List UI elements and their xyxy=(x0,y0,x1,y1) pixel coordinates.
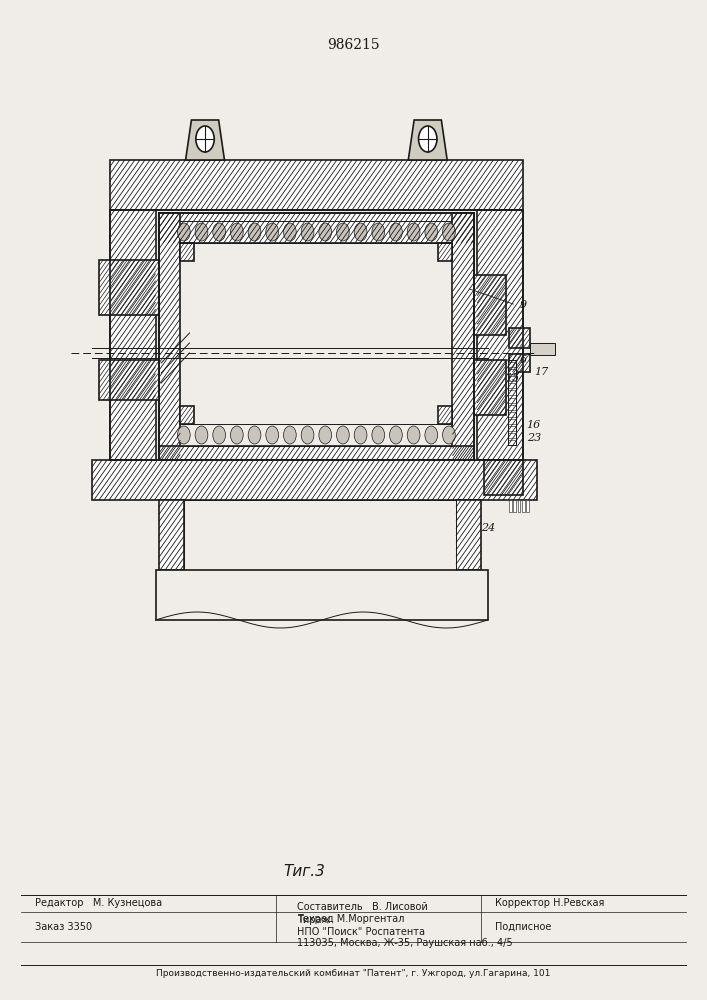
Circle shape xyxy=(354,223,367,241)
Circle shape xyxy=(372,426,385,444)
Bar xyxy=(509,500,512,512)
Text: 15: 15 xyxy=(506,373,520,383)
Circle shape xyxy=(407,426,420,444)
Bar xyxy=(518,500,520,512)
Text: Производственно-издательский комбинат "Патент", г. Ужгород, ул.Гагарина, 101: Производственно-издательский комбинат "П… xyxy=(156,969,551,978)
Bar xyxy=(156,570,488,620)
Bar xyxy=(508,383,516,388)
Bar xyxy=(180,406,194,424)
Text: 6: 6 xyxy=(520,355,527,365)
Bar xyxy=(508,419,516,424)
Circle shape xyxy=(407,223,420,241)
Circle shape xyxy=(230,426,243,444)
Bar xyxy=(508,362,516,367)
Circle shape xyxy=(284,223,296,241)
Circle shape xyxy=(354,426,367,444)
Bar xyxy=(508,440,516,445)
Text: 986215: 986215 xyxy=(327,38,380,52)
Circle shape xyxy=(195,426,208,444)
Circle shape xyxy=(425,426,438,444)
Bar xyxy=(508,405,516,410)
Circle shape xyxy=(196,126,214,152)
Circle shape xyxy=(319,426,332,444)
Circle shape xyxy=(372,223,385,241)
Bar xyxy=(110,210,156,460)
Text: Τиг.3: Τиг.3 xyxy=(283,864,325,880)
Bar xyxy=(526,500,529,512)
Bar xyxy=(477,210,523,460)
Circle shape xyxy=(248,426,261,444)
Circle shape xyxy=(213,426,226,444)
Circle shape xyxy=(284,426,296,444)
Text: Составитель   В. Лисовой
Техред М.Моргентал: Составитель В. Лисовой Техред М.Моргента… xyxy=(297,902,428,924)
Bar xyxy=(513,500,516,512)
Text: Редактор   М. Кузнецова: Редактор М. Кузнецова xyxy=(35,898,163,908)
Circle shape xyxy=(266,426,279,444)
Bar xyxy=(522,500,525,512)
Circle shape xyxy=(443,223,455,241)
Circle shape xyxy=(337,426,349,444)
Circle shape xyxy=(419,126,437,152)
Circle shape xyxy=(337,223,349,241)
Bar xyxy=(508,398,516,402)
Bar xyxy=(508,412,516,417)
Bar xyxy=(180,243,194,261)
Bar xyxy=(438,406,452,424)
Circle shape xyxy=(177,223,190,241)
Circle shape xyxy=(301,426,314,444)
Text: 24: 24 xyxy=(481,523,495,533)
Text: Заказ 3350: Заказ 3350 xyxy=(35,922,93,932)
Circle shape xyxy=(177,426,190,444)
Bar xyxy=(474,360,506,415)
Bar xyxy=(159,500,184,570)
Bar xyxy=(99,260,159,315)
Bar xyxy=(484,460,523,495)
Bar xyxy=(456,500,481,570)
Bar xyxy=(509,354,530,372)
Polygon shape xyxy=(185,120,224,160)
Circle shape xyxy=(195,223,208,241)
Circle shape xyxy=(248,223,261,241)
Bar xyxy=(508,433,516,438)
Bar xyxy=(92,460,537,500)
Bar xyxy=(99,360,159,400)
Circle shape xyxy=(390,426,402,444)
Bar xyxy=(110,160,523,210)
Bar xyxy=(438,243,452,261)
Bar xyxy=(159,213,180,460)
Polygon shape xyxy=(409,120,447,160)
Circle shape xyxy=(266,223,279,241)
Circle shape xyxy=(390,223,402,241)
Circle shape xyxy=(230,223,243,241)
Bar xyxy=(452,213,474,460)
Bar xyxy=(474,275,506,335)
Text: 16: 16 xyxy=(527,420,541,430)
Bar xyxy=(509,328,530,348)
Text: 23: 23 xyxy=(527,433,541,443)
Bar xyxy=(508,376,516,381)
Text: Корректор Н.Ревская: Корректор Н.Ревская xyxy=(495,898,604,908)
Text: 9: 9 xyxy=(520,300,527,310)
Text: 17: 17 xyxy=(534,367,548,377)
Bar xyxy=(508,426,516,431)
Bar xyxy=(508,390,516,395)
Circle shape xyxy=(443,426,455,444)
Bar xyxy=(159,446,474,460)
Circle shape xyxy=(319,223,332,241)
Circle shape xyxy=(213,223,226,241)
Bar xyxy=(530,343,555,355)
Bar xyxy=(508,369,516,374)
Circle shape xyxy=(301,223,314,241)
Bar xyxy=(184,500,456,570)
Bar xyxy=(159,213,474,243)
Circle shape xyxy=(425,223,438,241)
Text: Подписное: Подписное xyxy=(495,922,551,932)
Text: Тираж
НПО "Поиск" Роспатента
113035, Москва, Ж-35, Раушская наб., 4/5: Тираж НПО "Поиск" Роспатента 113035, Мос… xyxy=(297,915,513,948)
